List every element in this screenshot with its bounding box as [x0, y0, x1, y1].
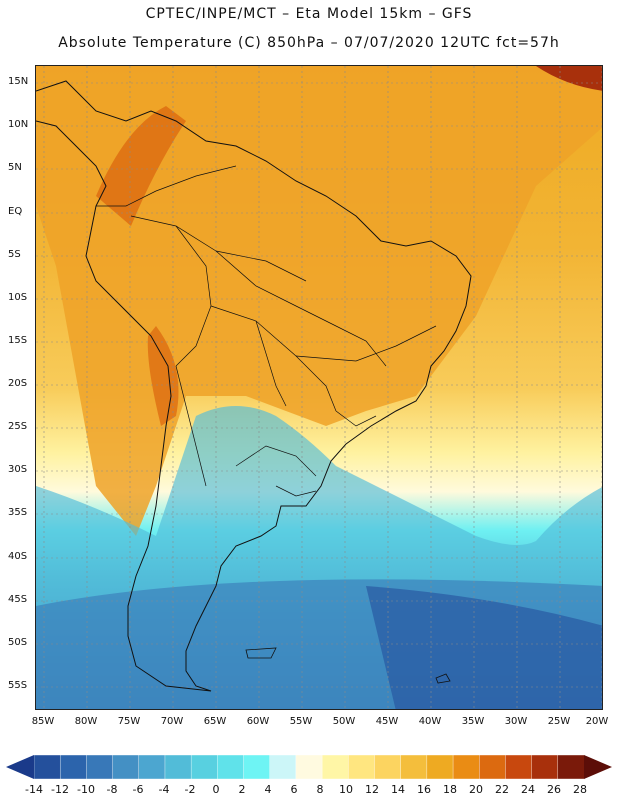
south-georgia: [435, 673, 451, 684]
lat-label: 10N: [8, 119, 29, 130]
colorbar-segment: [452, 754, 480, 780]
colorbar-segment: [400, 754, 428, 780]
colorbar-label: -6: [132, 783, 144, 796]
map-canvas: [36, 66, 602, 709]
lon-label: 65W: [203, 716, 227, 727]
colorbar-label: 12: [365, 783, 379, 796]
lat-label: 30S: [8, 464, 28, 475]
colorbar-label: -10: [77, 783, 95, 796]
lat-label: 55S: [8, 680, 28, 691]
lon-label: 60W: [246, 716, 270, 727]
colorbar-segment: [531, 754, 559, 780]
southeast-cold-core: [366, 586, 602, 709]
colorbar-segment: [112, 754, 140, 780]
lon-label: 75W: [117, 716, 141, 727]
lat-label: EQ: [8, 206, 23, 217]
colorbar-label: 8: [316, 783, 324, 796]
colorbar-label: 24: [521, 783, 535, 796]
colorbar-label: 28: [573, 783, 587, 796]
colorbar-label: -4: [158, 783, 170, 796]
lon-label: 85W: [31, 716, 55, 727]
colorbar-label: 20: [469, 783, 483, 796]
temperature-map: [35, 65, 603, 710]
map-title-line2: Absolute Temperature (C) 850hPa – 07/07/…: [58, 35, 560, 51]
colorbar-segments: [33, 754, 585, 780]
falkland-islands: [245, 647, 277, 659]
colorbar-label: 22: [495, 783, 509, 796]
colorbar-segment: [243, 754, 271, 780]
colorbar-label: -14: [25, 783, 43, 796]
lon-label: 20W: [585, 716, 609, 727]
lon-label: 80W: [74, 716, 98, 727]
colorbar-segment: [295, 754, 323, 780]
colorbar-label: -8: [106, 783, 118, 796]
colorbar-label: 2: [238, 783, 246, 796]
lat-label: 35S: [8, 507, 28, 518]
lat-label: 15S: [8, 335, 28, 346]
lat-label: 25S: [8, 421, 28, 432]
colorbar-segment: [269, 754, 297, 780]
lat-label: 45S: [8, 594, 28, 605]
colorbar-label: 26: [547, 783, 561, 796]
lon-label: 55W: [289, 716, 313, 727]
lat-label: 50S: [8, 637, 28, 648]
colorbar-segment: [479, 754, 507, 780]
lat-label: 40S: [8, 551, 28, 562]
andes-hot-zone: [96, 106, 186, 226]
colorbar-max-arrow: [584, 755, 612, 779]
south-america-coastline: [36, 80, 472, 692]
colorbar-segment: [33, 754, 61, 780]
lon-label: 70W: [160, 716, 184, 727]
bolivia-hot-zone: [147, 326, 179, 426]
caribbean-hot-zone: [536, 66, 602, 91]
colorbar-segment: [138, 754, 166, 780]
colorbar-segment: [321, 754, 349, 780]
lon-label: 25W: [547, 716, 571, 727]
colorbar-label: 6: [290, 783, 298, 796]
colorbar-label: 18: [443, 783, 457, 796]
colorbar-min-arrow: [6, 755, 34, 779]
lat-label: 10S: [8, 292, 28, 303]
colorbar-label: 10: [339, 783, 353, 796]
colorbar-label: -12: [51, 783, 69, 796]
lon-label: 30W: [504, 716, 528, 727]
colorbar-label: -2: [184, 783, 196, 796]
colorbar-segment: [374, 754, 402, 780]
lon-label: 40W: [418, 716, 442, 727]
lon-label: 45W: [375, 716, 399, 727]
colorbar-segment: [59, 754, 88, 780]
colorbar-segment: [164, 754, 192, 780]
colorbar-segment: [557, 754, 585, 780]
colorbar-label: 16: [417, 783, 431, 796]
lat-label: 20S: [8, 378, 28, 389]
lon-label: 50W: [332, 716, 356, 727]
colorbar: [6, 754, 612, 780]
lat-label: 5N: [8, 162, 22, 173]
warm-land-field: [36, 66, 602, 536]
colorbar-label: 0: [212, 783, 220, 796]
colorbar-segment: [505, 754, 533, 780]
colorbar-label: 4: [264, 783, 272, 796]
lat-label: 5S: [8, 249, 21, 260]
map-title-line1: CPTEC/INPE/MCT – Eta Model 15km – GFS: [145, 6, 473, 22]
colorbar-segment: [190, 754, 219, 780]
lat-label: 15N: [8, 76, 29, 87]
colorbar-label: 14: [391, 783, 405, 796]
colorbar-segment: [348, 754, 376, 780]
colorbar-segment: [426, 754, 454, 780]
colorbar-segment: [86, 754, 114, 780]
colorbar-segment: [217, 754, 245, 780]
lon-label: 35W: [461, 716, 485, 727]
country-borders: [96, 165, 437, 497]
